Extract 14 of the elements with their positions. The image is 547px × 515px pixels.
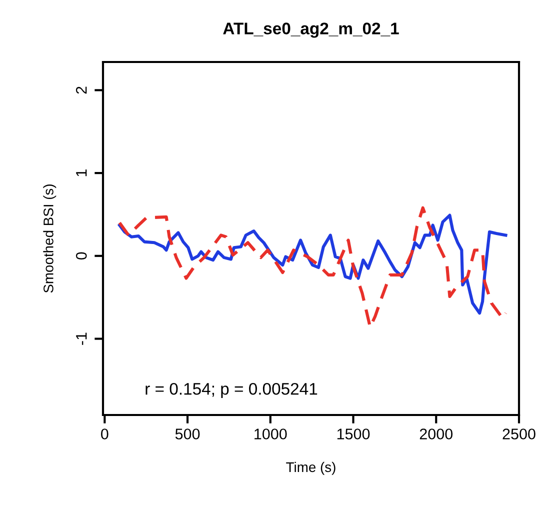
y-tick-label: 2: [76, 86, 87, 94]
y-axis-title: Smoothed BSI (s): [43, 184, 56, 293]
x-tick-label: 2000: [420, 428, 453, 440]
x-axis-title: Time (s): [286, 462, 336, 475]
x-tick-label: 1500: [337, 428, 370, 440]
x-tick-label: 0: [101, 428, 108, 440]
x-tick-label: 1000: [254, 428, 287, 440]
y-tick-label: -1: [76, 332, 87, 345]
y-tick-label: 0: [76, 252, 87, 260]
y-tick-label: 1: [76, 170, 87, 176]
annotation: r = 0.154; p = 0.005241: [146, 382, 318, 398]
x-tick-label: 500: [175, 428, 200, 440]
x-tick-label: 2500: [502, 428, 536, 440]
chart-title: ATL_se0_ag2_m_02_1: [223, 22, 399, 38]
